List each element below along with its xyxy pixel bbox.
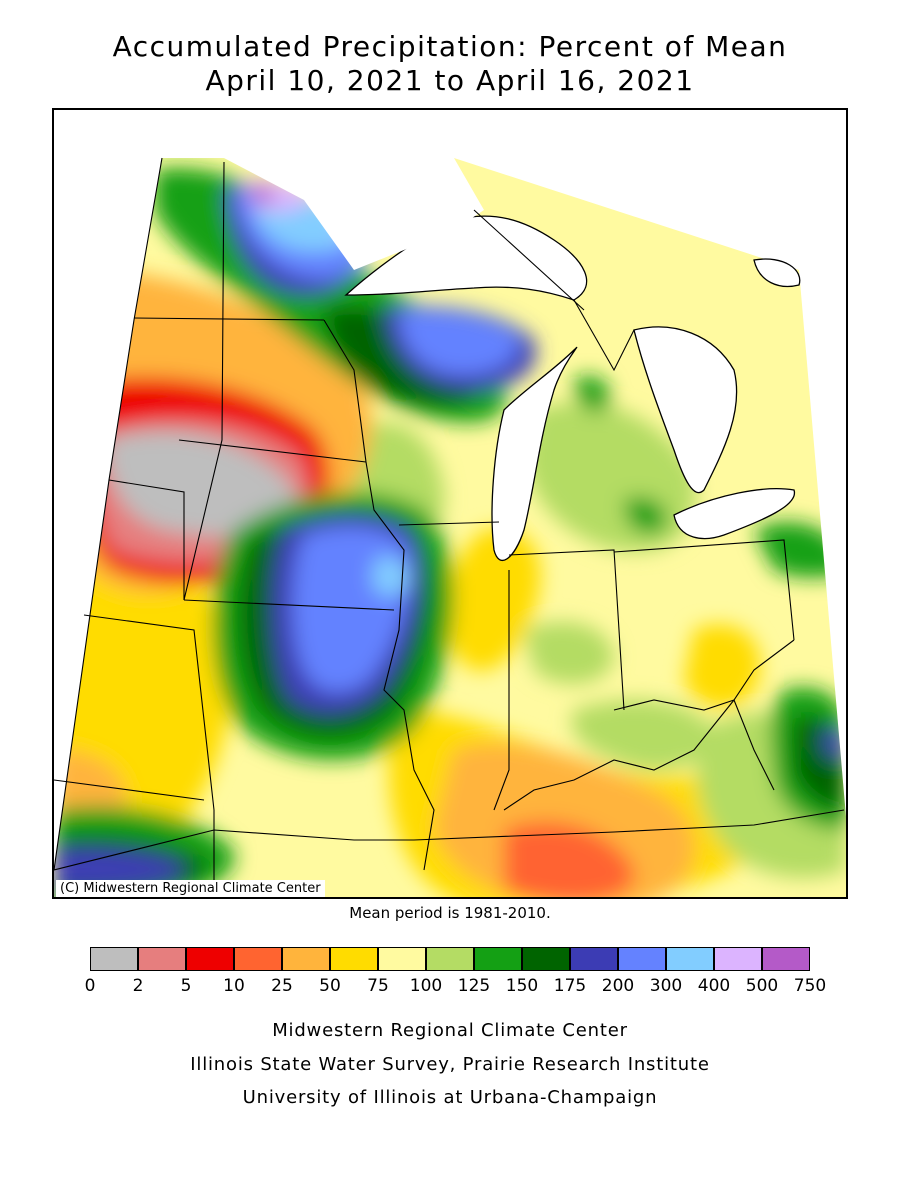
legend-swatch xyxy=(714,947,762,971)
legend-tick-label: 2 xyxy=(132,976,144,996)
map-title-line2: April 10, 2021 to April 16, 2021 xyxy=(205,64,695,97)
legend-swatch xyxy=(426,947,474,971)
legend-swatch xyxy=(234,947,282,971)
lake-erie xyxy=(673,488,795,540)
legend-tick-label: 10 xyxy=(223,976,245,996)
map-svg xyxy=(54,157,846,897)
legend-swatch xyxy=(378,947,426,971)
legend-swatch xyxy=(282,947,330,971)
legend-swatch xyxy=(90,947,138,971)
color-legend xyxy=(90,947,810,971)
legend-tick-label: 400 xyxy=(697,976,731,996)
legend-swatch xyxy=(666,947,714,971)
great-lakes xyxy=(224,158,801,562)
legend-tick-label: 50 xyxy=(319,976,341,996)
legend-tick-label: 300 xyxy=(649,976,683,996)
legend-tick-label: 150 xyxy=(505,976,539,996)
legend-tick-label: 500 xyxy=(745,976,779,996)
copyright-label: (C) Midwestern Regional Climate Center xyxy=(56,880,325,897)
legend-tick-label: 200 xyxy=(601,976,635,996)
legend-tick-label: 750 xyxy=(793,976,827,996)
legend-tick-label: 0 xyxy=(84,976,96,996)
credit-line-1: Midwestern Regional Climate Center xyxy=(272,1020,628,1041)
canada-north xyxy=(224,158,484,270)
credit-line-3: University of Illinois at Urbana-Champai… xyxy=(242,1087,658,1108)
legend-swatch xyxy=(474,947,522,971)
lake-michigan xyxy=(491,346,578,562)
credit-line-2: Illinois State Water Survey, Prairie Res… xyxy=(190,1054,710,1075)
mean-period-note: Mean period is 1981-2010. xyxy=(349,904,551,922)
legend-swatch xyxy=(186,947,234,971)
precipitation-map xyxy=(52,108,848,899)
legend-swatch xyxy=(570,947,618,971)
map-title-line1: Accumulated Precipitation: Percent of Me… xyxy=(112,30,788,63)
state-borders xyxy=(54,157,845,897)
legend-tick-label: 5 xyxy=(180,976,192,996)
legend-tick-label: 125 xyxy=(457,976,491,996)
legend-tick-label: 75 xyxy=(367,976,389,996)
legend-swatch xyxy=(522,947,570,971)
legend-tick-label: 25 xyxy=(271,976,293,996)
legend-swatch xyxy=(330,947,378,971)
lake-ontario xyxy=(753,258,801,288)
legend-swatch xyxy=(618,947,666,971)
legend-swatch xyxy=(762,947,810,971)
legend-tick-label: 100 xyxy=(409,976,443,996)
legend-swatch xyxy=(138,947,186,971)
legend-tick-label: 175 xyxy=(553,976,587,996)
lake-huron xyxy=(633,326,738,494)
